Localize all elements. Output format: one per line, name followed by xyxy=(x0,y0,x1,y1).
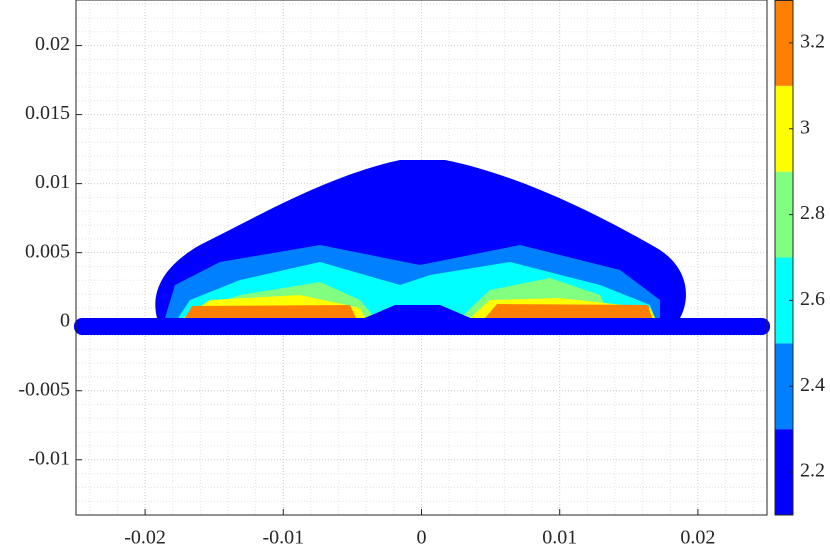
colorbar-tick-label: 2.6 xyxy=(800,288,825,310)
colorbar-band xyxy=(775,257,793,344)
axes-box xyxy=(75,0,768,516)
colorbar-box xyxy=(774,0,794,516)
colorbar-band xyxy=(775,171,793,258)
x-tick-label: 0 xyxy=(417,527,427,549)
contour-region xyxy=(185,305,356,318)
colorbar-band xyxy=(775,429,793,515)
colorbar-band xyxy=(775,0,793,86)
x-tick-label: -0.02 xyxy=(124,527,166,549)
colorbar-tick-label: 2.2 xyxy=(800,460,825,482)
colorbar-band xyxy=(775,343,793,430)
colorbar-tick-label: 3.2 xyxy=(800,31,825,53)
y-tick-label: 0.005 xyxy=(25,240,70,262)
contour-region xyxy=(360,305,475,320)
colorbar-tick-label: 2.8 xyxy=(800,202,825,224)
colorbar-band xyxy=(775,85,793,172)
colorbar-tick-label: 3 xyxy=(800,116,810,138)
y-tick-label: 0.02 xyxy=(35,33,70,55)
x-tick-label: -0.01 xyxy=(262,527,304,549)
y-tick-label: 0.01 xyxy=(35,171,70,193)
y-tick-label: -0.005 xyxy=(18,378,70,400)
base-plate xyxy=(74,318,770,335)
contour-region xyxy=(485,304,652,318)
y-tick-label: -0.01 xyxy=(28,447,70,469)
x-tick-label: 0.01 xyxy=(542,527,577,549)
colorbar-tick-label: 2.4 xyxy=(800,374,825,396)
y-tick-label: 0.015 xyxy=(25,102,70,124)
x-tick-label: 0.02 xyxy=(680,527,715,549)
y-tick-label: 0 xyxy=(60,309,70,331)
